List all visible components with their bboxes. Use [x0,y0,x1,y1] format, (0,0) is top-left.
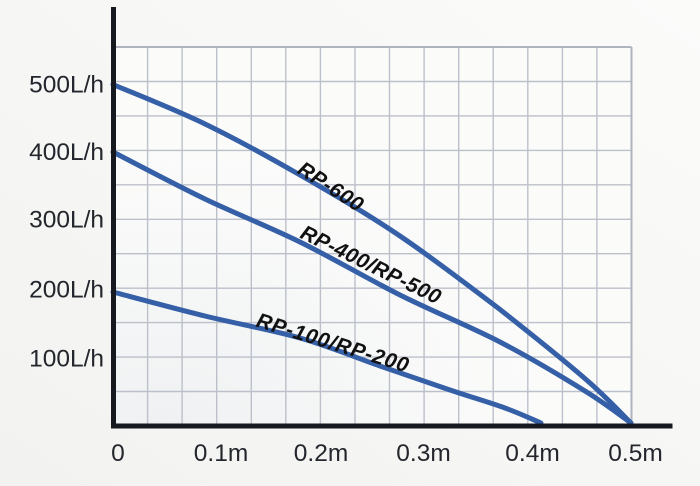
svg-text:200L/h: 200L/h [29,277,104,304]
svg-text:500L/h: 500L/h [29,72,104,99]
svg-text:0.1m: 0.1m [194,440,248,467]
svg-text:300L/h: 300L/h [29,207,104,234]
svg-text:0.2m: 0.2m [294,440,348,467]
svg-text:0.4m: 0.4m [505,440,559,467]
svg-text:0.3m: 0.3m [396,440,450,467]
svg-text:400L/h: 400L/h [29,139,104,166]
svg-text:100L/h: 100L/h [29,346,104,373]
svg-text:0: 0 [111,440,125,467]
svg-text:0.5m: 0.5m [608,440,662,467]
